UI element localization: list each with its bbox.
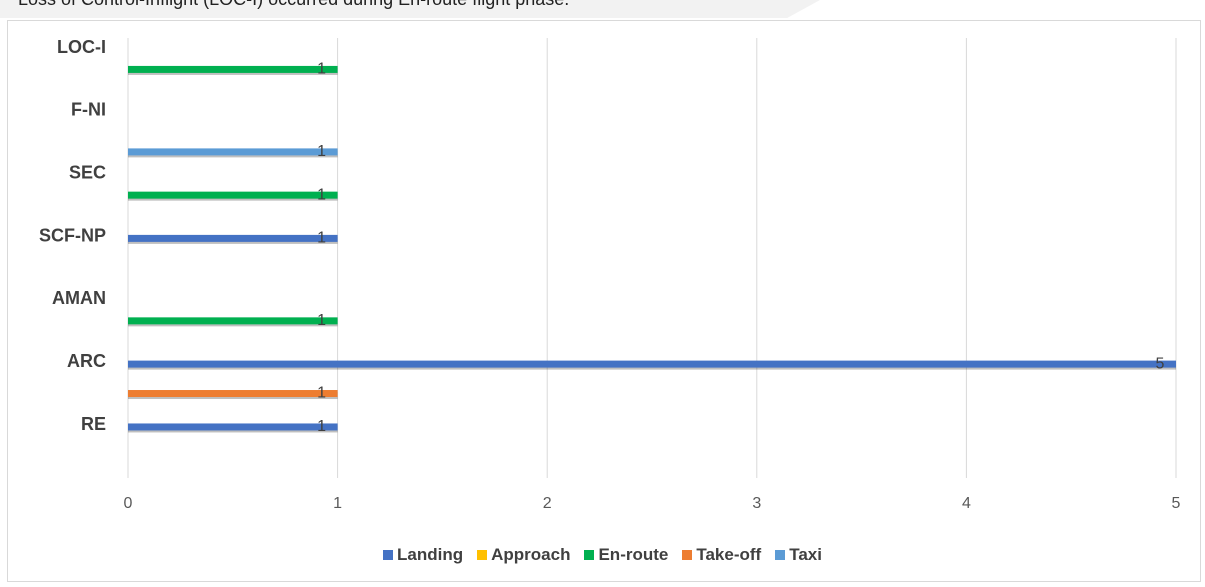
data-label: 5 <box>1156 355 1165 372</box>
category-label: AMAN <box>52 288 106 308</box>
bar <box>128 234 338 242</box>
category-label: F-NI <box>71 100 106 120</box>
figure-caption: Loss of Control-Inflight (LOC-I) occurre… <box>18 0 569 10</box>
data-label: 1 <box>317 312 326 329</box>
chart-area <box>7 20 1201 582</box>
legend-label: Landing <box>397 545 464 564</box>
legend-item: Approach <box>477 545 570 565</box>
category-label: SEC <box>69 162 106 182</box>
legend-label: En-route <box>598 545 669 564</box>
legend-swatch <box>584 550 595 560</box>
bar <box>128 191 338 199</box>
x-tick-label: 1 <box>333 495 342 512</box>
category-label: SCF-NP <box>39 225 106 245</box>
data-label: 1 <box>317 143 326 160</box>
bar <box>128 317 338 325</box>
legend-swatch <box>477 550 488 560</box>
chart-legend: Landing Approach En-route Take-off Taxi <box>0 545 1205 565</box>
bar <box>128 148 338 156</box>
x-tick-label: 3 <box>752 495 761 512</box>
legend-item: En-route <box>584 545 668 565</box>
x-tick-label: 5 <box>1172 495 1181 512</box>
data-label: 1 <box>317 61 326 78</box>
caption-tab <box>0 0 820 18</box>
legend-label: Take-off <box>696 545 762 564</box>
category-label: ARC <box>67 351 106 371</box>
x-tick-label: 4 <box>962 495 971 512</box>
legend-swatch <box>682 550 693 560</box>
data-label: 1 <box>317 385 326 402</box>
category-label: LOC-I <box>57 37 106 57</box>
bar <box>128 423 338 431</box>
legend-label: Approach <box>491 545 571 564</box>
legend-item: Take-off <box>682 545 761 565</box>
data-label: 1 <box>317 418 326 435</box>
data-label: 1 <box>317 230 326 247</box>
bar <box>128 390 338 398</box>
legend-swatch <box>775 550 786 560</box>
bar <box>128 65 338 73</box>
data-label: 1 <box>317 186 326 203</box>
legend-item: Landing <box>383 545 463 565</box>
category-label: RE <box>81 414 106 434</box>
caption-strip: Loss of Control-Inflight (LOC-I) occurre… <box>0 0 1205 20</box>
legend-swatch <box>383 550 394 560</box>
legend-label: Taxi <box>789 545 822 564</box>
x-tick-label: 2 <box>543 495 552 512</box>
x-tick-label: 0 <box>124 495 133 512</box>
bar <box>128 360 1176 368</box>
legend-item: Taxi <box>775 545 822 565</box>
